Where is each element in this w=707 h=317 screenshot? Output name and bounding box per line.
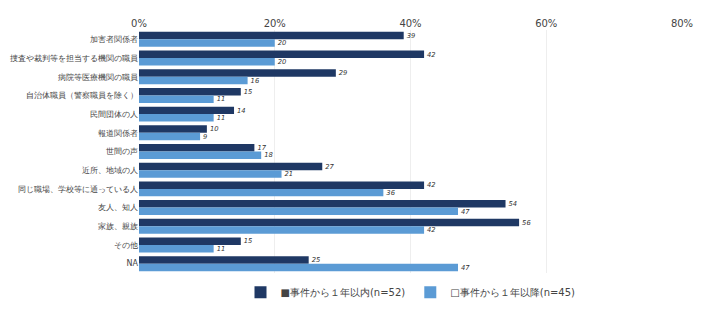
svg-text:36: 36 xyxy=(386,189,395,197)
svg-text:同じ職場、学校等に通っている人: 同じ職場、学校等に通っている人 xyxy=(18,185,138,194)
svg-text:11: 11 xyxy=(217,245,226,253)
svg-text:15: 15 xyxy=(244,88,253,96)
svg-text:病院等医療機関の職員: 病院等医療機関の職員 xyxy=(58,73,138,82)
svg-text:17: 17 xyxy=(257,144,266,152)
svg-text:9: 9 xyxy=(203,133,207,141)
svg-text:42: 42 xyxy=(427,51,436,59)
svg-text:11: 11 xyxy=(217,114,226,122)
svg-text:NA: NA xyxy=(127,259,139,268)
svg-text:60%: 60% xyxy=(535,18,557,29)
svg-text:16: 16 xyxy=(251,77,260,85)
svg-text:47: 47 xyxy=(461,208,470,216)
svg-text:その他: その他 xyxy=(114,241,138,250)
svg-text:近所、地域の人: 近所、地域の人 xyxy=(82,166,138,175)
svg-text:0%: 0% xyxy=(131,18,147,29)
svg-text:家族、親族: 家族、親族 xyxy=(98,222,138,231)
svg-text:14: 14 xyxy=(237,107,246,115)
svg-text:42: 42 xyxy=(427,181,436,189)
svg-text:15: 15 xyxy=(244,237,253,245)
svg-text:報道関係者: 報道関係者 xyxy=(98,129,138,138)
svg-text:42: 42 xyxy=(427,226,436,234)
svg-text:10: 10 xyxy=(210,125,219,133)
svg-text:25: 25 xyxy=(312,256,321,264)
svg-text:世間の声: 世間の声 xyxy=(106,147,138,156)
svg-text:39: 39 xyxy=(407,32,416,40)
svg-text:20: 20 xyxy=(278,58,287,66)
svg-text:20%: 20% xyxy=(264,18,286,29)
svg-text:捜査や裁判等を担当する機関の職員: 捜査や裁判等を担当する機関の職員 xyxy=(10,54,138,63)
svg-text:民間団体の人: 民間団体の人 xyxy=(90,110,138,119)
svg-text:56: 56 xyxy=(522,219,531,227)
svg-text:54: 54 xyxy=(509,200,518,208)
svg-text:加害者関係者: 加害者関係者 xyxy=(90,35,138,44)
svg-text:自治体職員（警察職員を除く）: 自治体職員（警察職員を除く） xyxy=(26,91,138,100)
svg-text:■事件から１年以内(n=52): ■事件から１年以内(n=52) xyxy=(281,287,406,298)
svg-text:11: 11 xyxy=(217,95,226,103)
svg-text:27: 27 xyxy=(325,163,334,171)
svg-text:18: 18 xyxy=(264,151,273,159)
svg-text:□事件から１年以降(n=45): □事件から１年以降(n=45) xyxy=(450,287,575,298)
svg-text:47: 47 xyxy=(461,264,470,272)
svg-text:80%: 80% xyxy=(671,18,693,29)
svg-text:40%: 40% xyxy=(399,18,421,29)
svg-text:20: 20 xyxy=(278,39,287,47)
svg-text:友人、知人: 友人、知人 xyxy=(98,203,138,212)
svg-text:29: 29 xyxy=(339,69,348,77)
svg-text:21: 21 xyxy=(285,170,294,178)
